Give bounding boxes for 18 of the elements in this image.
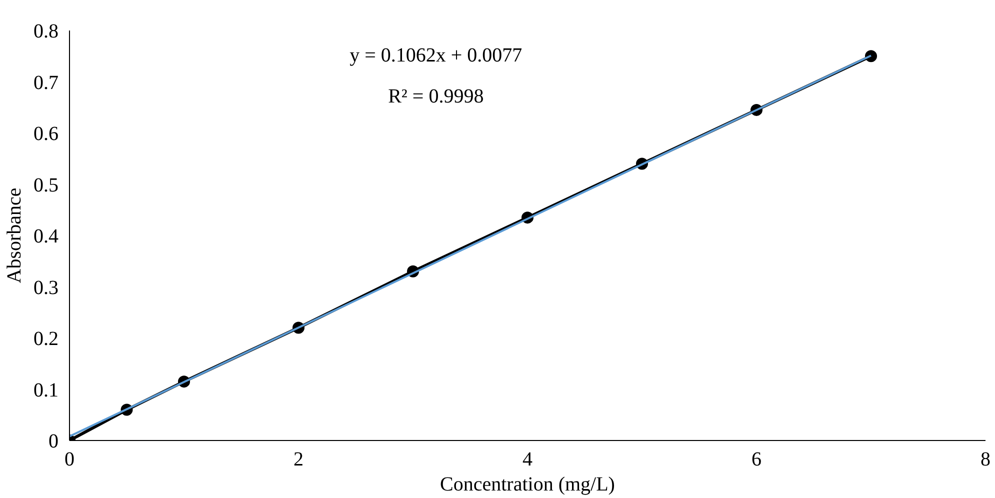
- y-axis-title: Absorbance: [4, 188, 26, 284]
- x-tick-label: 8: [980, 448, 990, 470]
- y-tick-label: 0.8: [34, 20, 58, 42]
- y-tick-label: 0.7: [34, 72, 58, 94]
- y-tick-label: 0: [48, 430, 58, 452]
- x-tick-label: 2: [294, 448, 304, 470]
- annotation: y = 0.1062x + 0.0077: [350, 44, 522, 66]
- x-axis-title: Concentration (mg/L): [440, 474, 615, 496]
- annotation: R² = 0.9998: [388, 85, 484, 108]
- y-tick-label: 0.2: [34, 328, 58, 350]
- y-tick-label: 0.3: [34, 276, 58, 299]
- y-tick-label: 0.6: [34, 123, 58, 145]
- y-tick-label: 0.1: [34, 379, 58, 402]
- y-tick-label: 0.4: [34, 226, 58, 248]
- x-tick-label: 6: [752, 448, 762, 470]
- x-tick-label: 4: [522, 448, 532, 470]
- y-tick-label: 0.5: [34, 174, 58, 196]
- x-tick-label: 0: [64, 448, 74, 470]
